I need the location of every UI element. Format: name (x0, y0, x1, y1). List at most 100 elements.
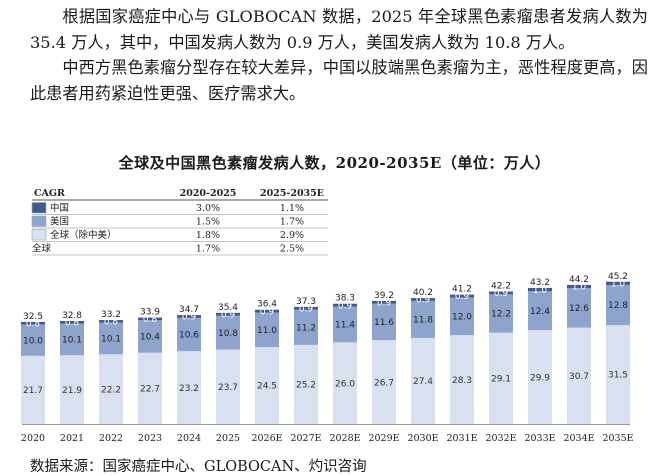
segment-label: 11.2 (296, 323, 316, 333)
segment-label: 0.9 (377, 299, 392, 309)
bar-segment (60, 355, 84, 424)
paragraph-line-1: 根据国家癌症中心与 GLOBOCAN 数据，2025 年全球黑色素瘤患者发病人数… (30, 7, 648, 52)
bar-segment (450, 297, 474, 336)
cagr-value: 3.0% (196, 203, 220, 214)
total-label: 41.2 (452, 285, 472, 295)
bar-segment (99, 322, 123, 355)
bar-segment (294, 309, 318, 345)
bar-segment (216, 349, 240, 424)
bar-segment (411, 300, 435, 338)
total-label: 44.2 (569, 275, 589, 285)
cagr-row-label: 中国 (50, 202, 69, 214)
bar-segment (528, 291, 552, 331)
bar-segment (489, 294, 513, 333)
bar-segment (333, 303, 357, 307)
intro-paragraph: 根据国家癌症中心与 GLOBOCAN 数据，2025 年全球黑色素瘤患者发病人数… (30, 4, 648, 106)
x-tick-label: 2026E (251, 433, 282, 444)
segment-label: 0.8 (65, 318, 80, 328)
bar-segment (138, 317, 162, 321)
segment-label: 10.8 (218, 329, 238, 339)
segment-label: 22.7 (140, 385, 160, 395)
segment-label: 22.2 (101, 385, 121, 395)
bar-segment (177, 351, 201, 424)
bar-segment (567, 284, 591, 289)
cagr-row-label: 全球 (32, 243, 52, 255)
segment-label: 25.2 (296, 381, 316, 391)
cagr-value: 1.5% (196, 217, 220, 228)
x-tick-label: 2028E (329, 433, 360, 444)
total-label: 34.7 (179, 305, 199, 315)
segment-label: 21.7 (23, 386, 43, 396)
segment-label: 0.8 (26, 319, 41, 329)
cagr-value: 2.5% (280, 244, 304, 255)
cagr-row-label: 美国 (50, 216, 69, 228)
total-label: 35.4 (218, 303, 238, 313)
bar-segment (294, 344, 318, 424)
bar-segment (567, 327, 591, 424)
bar-segment (606, 281, 630, 285)
x-tick-label: 2032E (485, 433, 516, 444)
cagr-value: 1.1% (280, 203, 304, 214)
total-label: 43.2 (530, 278, 550, 288)
segment-label: 10.1 (101, 335, 121, 345)
total-label: 45.2 (608, 272, 628, 282)
x-tick-label: 2033E (524, 433, 555, 444)
paragraph-line-2: 中西方黑色素瘤分型存在较大差异，中国以肢端黑色素瘤为主，恶性程度更高，因此患者用… (30, 58, 648, 103)
bar-segment (138, 320, 162, 353)
segment-label: 28.3 (452, 376, 472, 386)
bar-segment (255, 347, 279, 424)
bar-segment (294, 306, 318, 310)
bar-segment (255, 312, 279, 348)
data-source: 数据来源：国家癌症中心、GLOBOCAN、灼识咨询 (30, 459, 367, 475)
segment-label: 0.9 (455, 292, 470, 302)
segment-label: 21.9 (62, 386, 82, 396)
bar-segment (411, 337, 435, 424)
bar-segment (21, 324, 45, 356)
bar-segment (372, 340, 396, 424)
bar-segment (333, 306, 357, 343)
x-tick-label: 2031E (446, 433, 477, 444)
segment-label: 12.0 (452, 312, 472, 322)
legend-swatch (31, 202, 47, 214)
total-label: 38.3 (335, 294, 355, 304)
segment-label: 30.7 (569, 372, 589, 382)
legend-swatch (31, 229, 47, 241)
segment-label: 10.1 (62, 336, 82, 346)
legend-swatch (31, 215, 47, 227)
segment-label: 1.0 (611, 280, 626, 290)
segment-label: 1.0 (533, 286, 548, 296)
bar-segment (489, 291, 513, 295)
total-label: 40.2 (413, 288, 433, 298)
bar-segment (450, 294, 474, 298)
total-label: 36.4 (257, 300, 277, 310)
segment-label: 10.6 (179, 331, 199, 341)
bar-segment (255, 309, 279, 313)
bar-segment (177, 317, 201, 352)
bars-group: 21.710.00.832.5202021.910.10.832.8202122… (21, 272, 634, 444)
segment-label: 0.9 (299, 304, 314, 314)
cagr-value: 1.8% (196, 230, 220, 241)
segment-label: 27.4 (413, 377, 433, 387)
total-label: 33.2 (101, 310, 121, 320)
segment-label: 12.6 (569, 304, 589, 314)
segment-label: 11.6 (374, 318, 394, 328)
segment-label: 10.0 (23, 336, 43, 346)
cagr-col-head: 2020-2025 (180, 188, 237, 199)
segment-label: 23.2 (179, 384, 199, 394)
bar-segment (216, 312, 240, 316)
segment-label: 0.9 (338, 301, 353, 311)
bar-segment (489, 332, 513, 424)
bar-segment (216, 315, 240, 350)
segment-label: 10.4 (140, 333, 160, 343)
bar-segment (606, 325, 630, 424)
segment-label: 0.9 (182, 313, 197, 323)
x-tick-label: 2030E (407, 433, 438, 444)
x-tick-label: 2020 (21, 433, 45, 444)
bar-segment (567, 288, 591, 328)
segment-label: 0.8 (143, 315, 158, 325)
segment-label: 0.9 (416, 296, 431, 306)
bar-segment (21, 321, 45, 325)
bar-segment (411, 298, 435, 301)
x-tick-label: 2034E (563, 433, 594, 444)
x-tick-label: 2035E (602, 433, 633, 444)
